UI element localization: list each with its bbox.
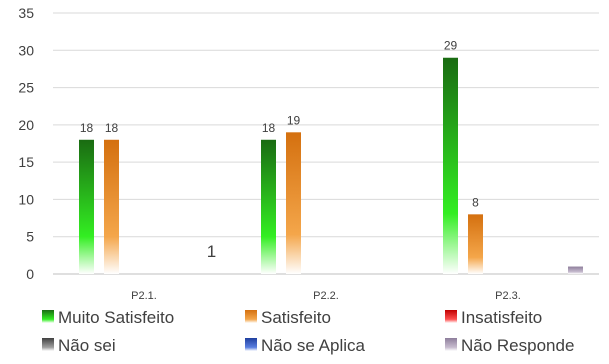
legend: Muito Satisfeito Satisfeito Insatisfeito Nã… xyxy=(42,308,574,355)
data-label: 29 xyxy=(444,39,458,53)
y-tick-label: 20 xyxy=(18,117,34,133)
y-axis-ticks: 0 5 10 15 20 25 30 35 xyxy=(18,5,34,282)
data-label: 18 xyxy=(80,121,94,135)
grid-lines xyxy=(53,12,599,275)
legend-swatch xyxy=(245,310,257,323)
legend-item: Satisfeito xyxy=(245,308,331,327)
legend-label: Insatisfeito xyxy=(461,308,542,327)
legend-label: Muito Satisfeito xyxy=(58,308,174,327)
legend-label: Não Responde xyxy=(461,336,574,355)
data-label: 8 xyxy=(472,195,479,209)
legend-item: Muito Satisfeito xyxy=(42,308,174,327)
bar xyxy=(104,139,119,274)
legend-swatch xyxy=(42,338,54,351)
data-label: 18 xyxy=(262,121,276,135)
y-tick-label: 30 xyxy=(18,42,34,58)
x-category-label: P2.1. xyxy=(131,290,157,302)
x-category-label: P2.2. xyxy=(313,290,339,302)
legend-item: Não se Aplica xyxy=(245,336,365,355)
y-tick-label: 10 xyxy=(18,191,34,207)
y-tick-label: 25 xyxy=(18,80,34,96)
legend-label: Não se Aplica xyxy=(261,336,365,355)
y-tick-label: 35 xyxy=(18,5,34,21)
legend-item: Não sei xyxy=(42,336,116,355)
bars xyxy=(79,57,583,274)
y-tick-label: 0 xyxy=(26,266,34,282)
legend-item: Insatisfeito xyxy=(445,308,542,327)
data-label: 1 xyxy=(207,242,216,261)
bar xyxy=(261,139,276,274)
data-labels: 18 18 1 18 19 29 8 xyxy=(80,39,479,261)
x-axis-categories: P2.1. P2.2. P2.3. xyxy=(131,290,521,302)
x-category-label: P2.3. xyxy=(495,290,521,302)
legend-swatch xyxy=(42,310,54,323)
bar xyxy=(79,139,94,274)
legend-item: Não Responde xyxy=(445,336,574,355)
bar xyxy=(286,132,301,274)
data-label: 19 xyxy=(287,113,301,127)
data-label: 18 xyxy=(105,121,119,135)
legend-label: Satisfeito xyxy=(261,308,331,327)
legend-swatch xyxy=(445,310,457,323)
legend-label: Não sei xyxy=(58,336,116,355)
bar xyxy=(443,57,458,274)
y-tick-label: 15 xyxy=(18,154,34,170)
legend-swatch xyxy=(445,338,457,351)
y-tick-label: 5 xyxy=(26,229,34,245)
bar xyxy=(468,214,483,274)
bar xyxy=(568,266,583,274)
legend-swatch xyxy=(245,338,257,351)
